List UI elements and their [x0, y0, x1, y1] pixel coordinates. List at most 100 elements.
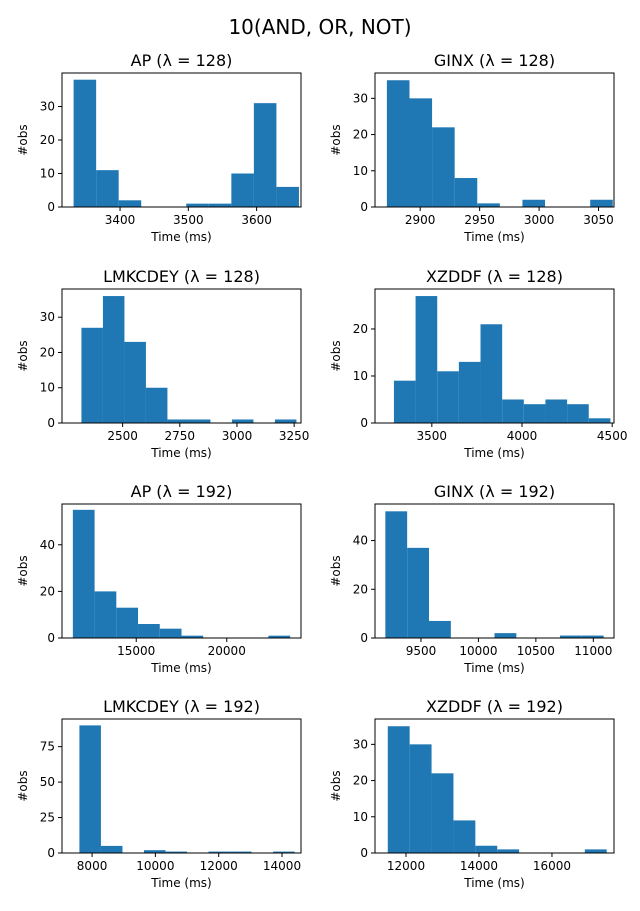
- axes-frame: [61, 718, 302, 854]
- y-tick-label: 20: [40, 133, 55, 147]
- histogram-bar: [437, 371, 459, 423]
- y-tick-label: 0: [360, 200, 368, 214]
- histogram-bar: [415, 296, 438, 423]
- histogram-bar: [268, 635, 291, 638]
- x-tick-label: 20000: [208, 644, 246, 658]
- panel-4: 3500 4000 4500 0 10 20 XZDDF (λ = 128) Time (ms…: [329, 267, 627, 460]
- x-tick-label: 3000: [524, 213, 555, 227]
- axes-frame: [374, 718, 615, 854]
- panel-7: 8000 10000 12000 14000 0 25 50 75 LMKCDEY (λ = 1…: [16, 697, 302, 890]
- histogram-bar: [124, 341, 146, 423]
- panel-2: 2900 2950 3000 3050 0 10 20 30 GINX (λ = 128) Tim…: [329, 51, 615, 244]
- y-tick-label: 50: [40, 775, 55, 789]
- x-tick-label: 3500: [417, 429, 448, 443]
- histogram-bar: [143, 850, 166, 853]
- histogram-bar: [588, 418, 611, 423]
- panel-3: 2500 2750 3000 3250 0 10 20 30 LMKCDEY (λ = 128)…: [16, 267, 309, 460]
- panel-title: XZDDF (λ = 128): [426, 267, 563, 286]
- panel-title: AP (λ = 192): [131, 482, 233, 501]
- x-tick-label: 2900: [405, 213, 436, 227]
- panel-title: LMKCDEY (λ = 192): [103, 697, 260, 716]
- histogram-bar: [186, 203, 209, 207]
- y-tick-label: 0: [47, 200, 55, 214]
- histogram-bar: [208, 851, 231, 853]
- x-tick-label: 10000: [459, 644, 497, 658]
- x-axis-label: Time (ms): [150, 230, 212, 244]
- histogram-bar: [276, 186, 299, 207]
- histogram-bar: [477, 203, 500, 207]
- y-tick-label: 30: [353, 91, 368, 105]
- x-tick-label: 8000: [77, 859, 108, 873]
- y-tick-label: 40: [40, 538, 55, 552]
- x-tick-label: 11000: [574, 644, 612, 658]
- y-tick-label: 20: [353, 322, 368, 336]
- histogram-bar: [454, 178, 478, 207]
- histogram-bar: [159, 628, 182, 638]
- x-axis-label: Time (ms): [463, 230, 525, 244]
- x-axis-label: Time (ms): [463, 446, 525, 460]
- x-tick-label: 3250: [279, 429, 310, 443]
- histogram-bar: [231, 419, 254, 423]
- y-axis-label: #obs: [329, 340, 343, 371]
- y-tick-label: 30: [40, 310, 55, 324]
- histogram-bar: [429, 620, 451, 638]
- panel-title: GINX (λ = 128): [434, 51, 555, 70]
- panel-6: 9500 10000 10500 11000 0 20 40 GINX (λ = 192) Ti…: [329, 482, 615, 675]
- x-axis-label: Time (ms): [463, 661, 525, 675]
- histogram-bar: [385, 511, 408, 638]
- y-tick-label: 10: [40, 381, 55, 395]
- y-tick-label: 20: [40, 345, 55, 359]
- panel-title: LMKCDEY (λ = 128): [103, 267, 260, 286]
- histogram-bar: [81, 327, 103, 423]
- y-tick-label: 0: [360, 846, 368, 860]
- y-tick-label: 30: [40, 100, 55, 114]
- figure-suptitle: 10(AND, OR, NOT): [228, 15, 411, 39]
- x-axis-label: Time (ms): [463, 876, 525, 890]
- histogram-bar: [73, 79, 97, 207]
- panel-1: 3400 3500 3600 0 10 20 30 AP (λ = 128) Time (ms)…: [16, 51, 302, 244]
- y-tick-label: 20: [40, 584, 55, 598]
- histogram-bar: [393, 380, 416, 423]
- x-tick-label: 14000: [263, 859, 301, 873]
- y-tick-label: 10: [353, 369, 368, 383]
- x-tick-label: 12000: [200, 859, 238, 873]
- histogram-bar: [387, 726, 410, 853]
- axes-frame: [61, 503, 302, 639]
- histogram-bar: [118, 200, 142, 207]
- x-tick-label: 4500: [597, 429, 628, 443]
- histogram-bar: [231, 173, 254, 207]
- histogram-bar: [94, 591, 117, 638]
- panel-title: GINX (λ = 192): [434, 482, 555, 501]
- y-tick-label: 0: [47, 631, 55, 645]
- histogram-bar: [432, 127, 455, 207]
- x-tick-label: 10500: [517, 644, 555, 658]
- panel-5: 15000 20000 0 20 40 AP (λ = 192) Time (ms) #obs: [16, 482, 302, 675]
- x-tick-label: 15000: [117, 644, 155, 658]
- histogram-bar: [188, 419, 211, 423]
- x-tick-label: 3500: [173, 213, 204, 227]
- histogram-bar: [522, 199, 546, 207]
- y-tick-label: 75: [40, 740, 55, 754]
- x-tick-label: 9500: [406, 644, 437, 658]
- x-axis-label: Time (ms): [150, 661, 212, 675]
- histogram-bar: [165, 851, 188, 853]
- histogram-bar: [138, 624, 160, 638]
- histogram-bar: [208, 203, 232, 207]
- histogram-bar: [72, 509, 95, 638]
- panel-title: AP (λ = 128): [131, 51, 233, 70]
- histogram-bar: [581, 635, 604, 638]
- histogram-bar: [480, 324, 503, 423]
- histogram-bar: [145, 387, 168, 423]
- histogram-bar: [458, 361, 481, 423]
- histogram-bar: [230, 851, 252, 853]
- histogram-bar: [274, 419, 297, 423]
- histogram-bar: [181, 635, 204, 638]
- y-tick-label: 20: [353, 128, 368, 142]
- histogram-bar: [409, 744, 432, 853]
- y-tick-label: 40: [353, 534, 368, 548]
- histogram-bar: [567, 404, 589, 423]
- y-axis-label: #obs: [329, 770, 343, 801]
- panel-title: XZDDF (λ = 192): [426, 697, 563, 716]
- x-tick-label: 16000: [533, 859, 571, 873]
- histogram-bar: [453, 820, 476, 853]
